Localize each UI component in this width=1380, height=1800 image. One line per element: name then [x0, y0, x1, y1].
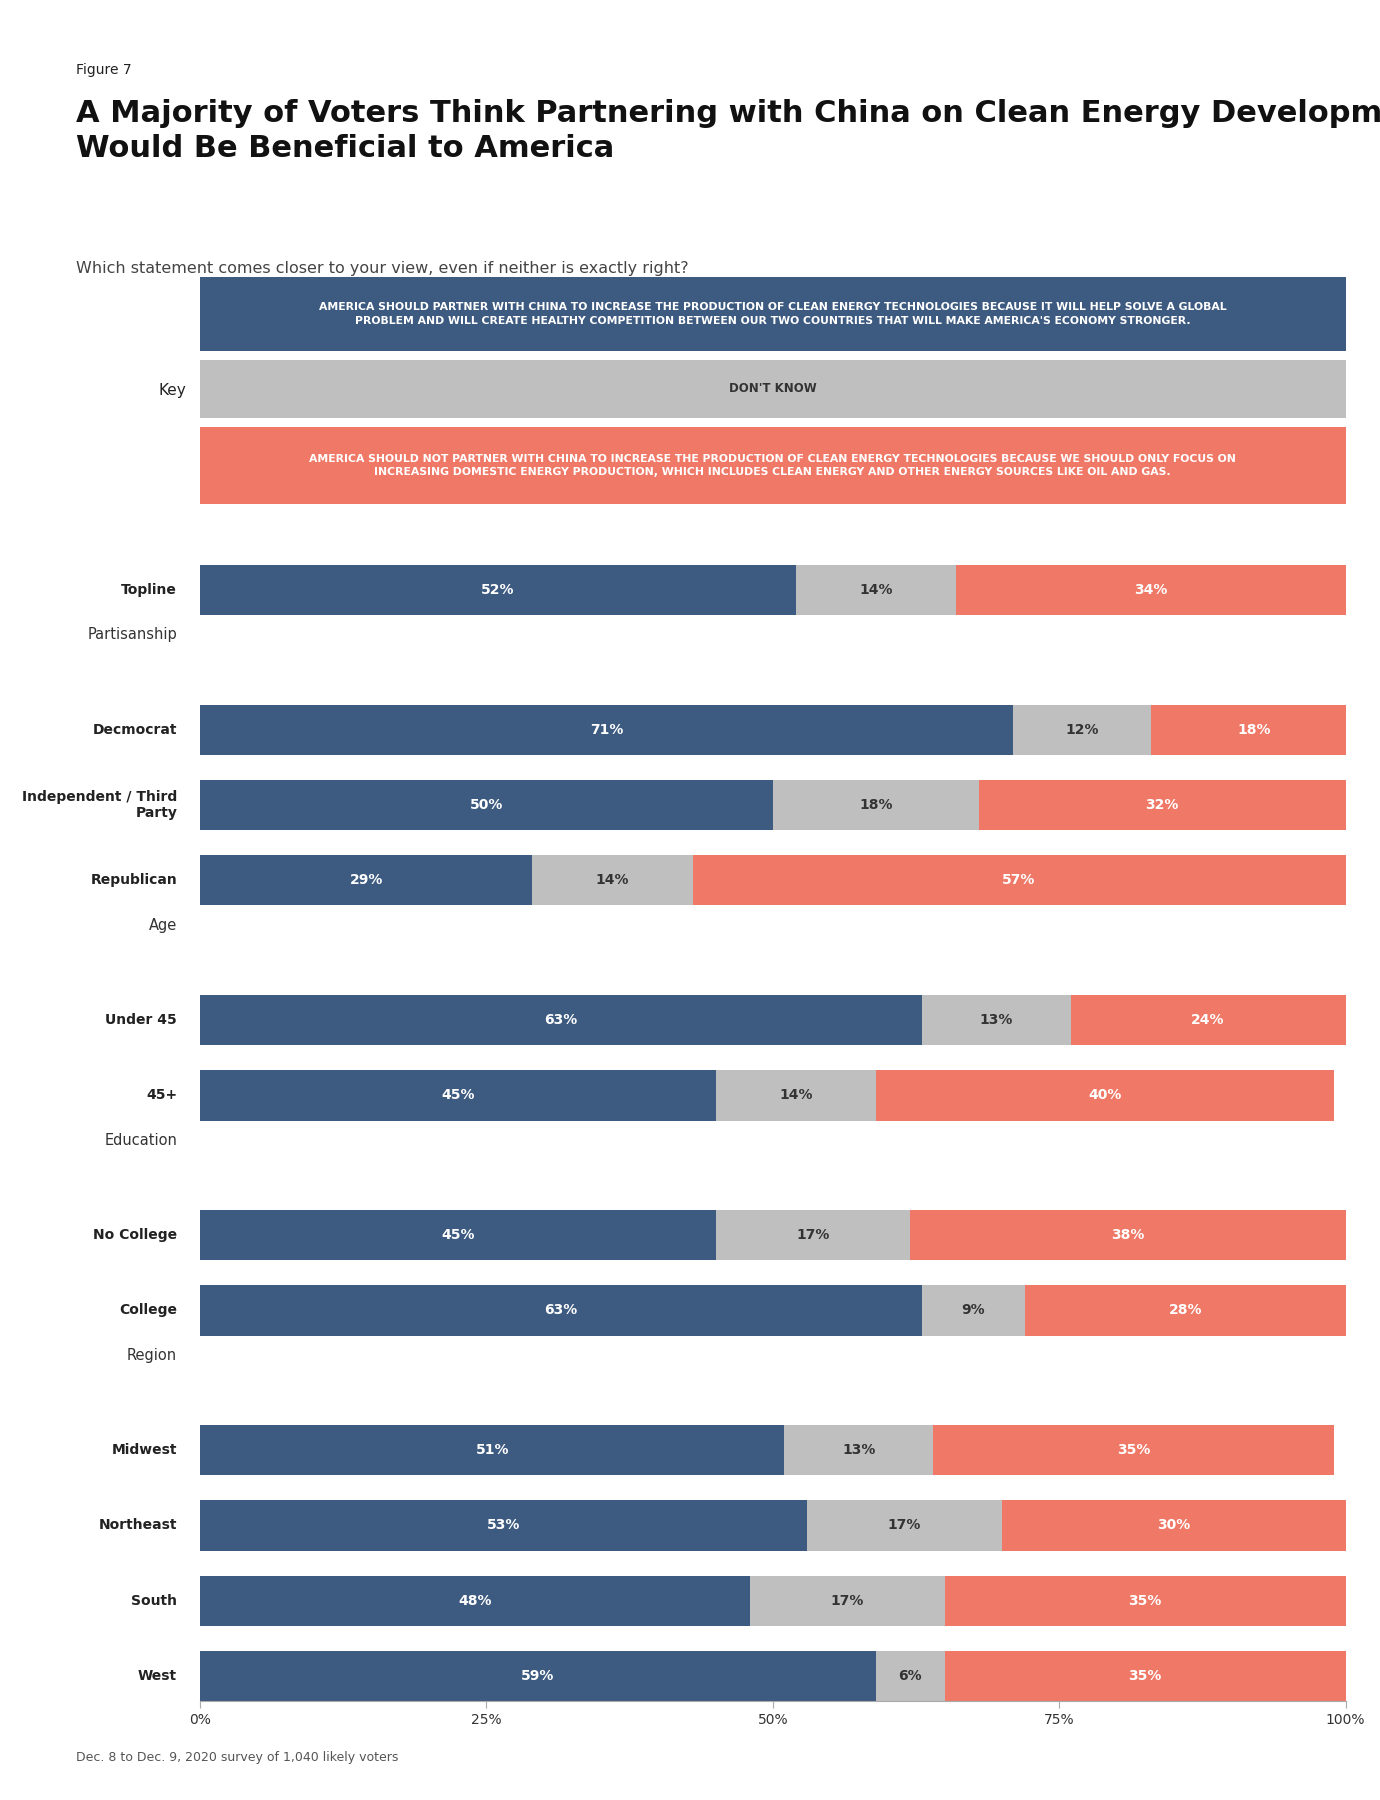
Text: AMERICA SHOULD PARTNER WITH CHINA TO INCREASE THE PRODUCTION OF CLEAN ENERGY TEC: AMERICA SHOULD PARTNER WITH CHINA TO INC… [319, 302, 1227, 326]
Text: 28%: 28% [1169, 1303, 1202, 1318]
Text: West: West [138, 1669, 177, 1683]
Text: 52%: 52% [482, 583, 515, 598]
Text: Under 45: Under 45 [105, 1013, 177, 1028]
Text: Northeast: Northeast [99, 1519, 177, 1532]
Text: Education: Education [105, 1132, 177, 1148]
Text: 45+: 45+ [146, 1089, 177, 1102]
Text: 35%: 35% [1116, 1444, 1151, 1458]
Text: 18%: 18% [860, 797, 893, 812]
Bar [200, 706, 1013, 754]
Bar [922, 995, 1071, 1046]
Text: DON'T KNOW: DON'T KNOW [729, 382, 817, 396]
Text: 29%: 29% [349, 873, 382, 887]
Bar [956, 565, 1346, 616]
Text: 14%: 14% [860, 583, 893, 598]
Bar [200, 855, 533, 905]
Text: Which statement comes closer to your view, even if neither is exactly right?: Which statement comes closer to your vie… [76, 261, 689, 275]
Text: 13%: 13% [842, 1444, 875, 1458]
Text: Dec. 8 to Dec. 9, 2020 survey of 1,040 likely voters: Dec. 8 to Dec. 9, 2020 survey of 1,040 l… [76, 1751, 399, 1764]
Text: 57%: 57% [1002, 873, 1036, 887]
Text: 50%: 50% [469, 797, 504, 812]
Text: 9%: 9% [962, 1303, 985, 1318]
Text: Decmocrat: Decmocrat [92, 724, 177, 736]
Bar [200, 565, 796, 616]
FancyBboxPatch shape [200, 360, 1345, 418]
Bar [922, 1285, 1025, 1336]
Text: 48%: 48% [458, 1593, 491, 1607]
Text: No College: No College [92, 1228, 177, 1242]
Text: 45%: 45% [442, 1228, 475, 1242]
Text: 38%: 38% [1111, 1228, 1144, 1242]
Text: Partisanship: Partisanship [87, 628, 177, 643]
Text: 14%: 14% [778, 1089, 813, 1102]
Text: Midwest: Midwest [112, 1444, 177, 1458]
Text: Key: Key [159, 383, 186, 398]
Bar [796, 565, 956, 616]
Bar [1151, 706, 1357, 754]
Bar [1025, 1285, 1346, 1336]
Bar [933, 1426, 1334, 1476]
Bar [1071, 995, 1346, 1046]
Text: 63%: 63% [544, 1303, 577, 1318]
Text: 63%: 63% [544, 1013, 577, 1028]
Bar [944, 1651, 1346, 1701]
Bar [807, 1501, 1002, 1550]
Text: 12%: 12% [1065, 724, 1098, 736]
Bar [200, 1426, 784, 1476]
Bar [200, 1210, 716, 1260]
Bar [876, 1071, 1334, 1120]
Bar [200, 1501, 807, 1550]
Bar [200, 779, 773, 830]
Text: AMERICA SHOULD NOT PARTNER WITH CHINA TO INCREASE THE PRODUCTION OF CLEAN ENERGY: AMERICA SHOULD NOT PARTNER WITH CHINA TO… [309, 454, 1236, 477]
Text: 14%: 14% [596, 873, 629, 887]
Text: 40%: 40% [1089, 1089, 1122, 1102]
Text: 71%: 71% [591, 724, 624, 736]
Text: A Majority of Voters Think Partnering with China on Clean Energy Development
Wou: A Majority of Voters Think Partnering wi… [76, 99, 1380, 162]
Text: 6%: 6% [898, 1669, 922, 1683]
Bar [200, 1575, 749, 1625]
Text: 35%: 35% [1129, 1593, 1162, 1607]
Bar [1002, 1501, 1346, 1550]
Text: 17%: 17% [796, 1228, 829, 1242]
Bar [200, 1071, 716, 1120]
Text: 17%: 17% [831, 1593, 864, 1607]
Bar [200, 995, 922, 1046]
Text: Figure 7: Figure 7 [76, 63, 131, 77]
Bar [716, 1071, 876, 1120]
Bar [533, 855, 693, 905]
Bar [716, 1210, 911, 1260]
Text: Age: Age [149, 918, 177, 932]
Text: 32%: 32% [1145, 797, 1179, 812]
Bar [693, 855, 1346, 905]
FancyBboxPatch shape [200, 427, 1345, 504]
FancyBboxPatch shape [200, 277, 1345, 351]
Bar [944, 1575, 1346, 1625]
Text: 51%: 51% [476, 1444, 509, 1458]
Text: 59%: 59% [522, 1669, 555, 1683]
Bar [773, 779, 978, 830]
Text: Topline: Topline [121, 583, 177, 598]
Text: Region: Region [127, 1348, 177, 1363]
Bar [1013, 706, 1151, 754]
Text: 13%: 13% [980, 1013, 1013, 1028]
Text: 24%: 24% [1191, 1013, 1225, 1028]
Text: 35%: 35% [1129, 1669, 1162, 1683]
Text: 17%: 17% [887, 1519, 922, 1532]
Text: South: South [131, 1593, 177, 1607]
Text: Republican: Republican [91, 873, 177, 887]
Bar [200, 1285, 922, 1336]
Bar [876, 1651, 945, 1701]
Text: College: College [119, 1303, 177, 1318]
Text: 53%: 53% [487, 1519, 520, 1532]
Text: Independent / Third
Party: Independent / Third Party [22, 790, 177, 821]
Text: 30%: 30% [1156, 1519, 1191, 1532]
Text: 45%: 45% [442, 1089, 475, 1102]
Bar [784, 1426, 933, 1476]
Bar [200, 1651, 876, 1701]
Bar [749, 1575, 945, 1625]
Bar [911, 1210, 1346, 1260]
Bar [978, 779, 1346, 830]
Text: 18%: 18% [1236, 724, 1271, 736]
Text: 34%: 34% [1134, 583, 1167, 598]
